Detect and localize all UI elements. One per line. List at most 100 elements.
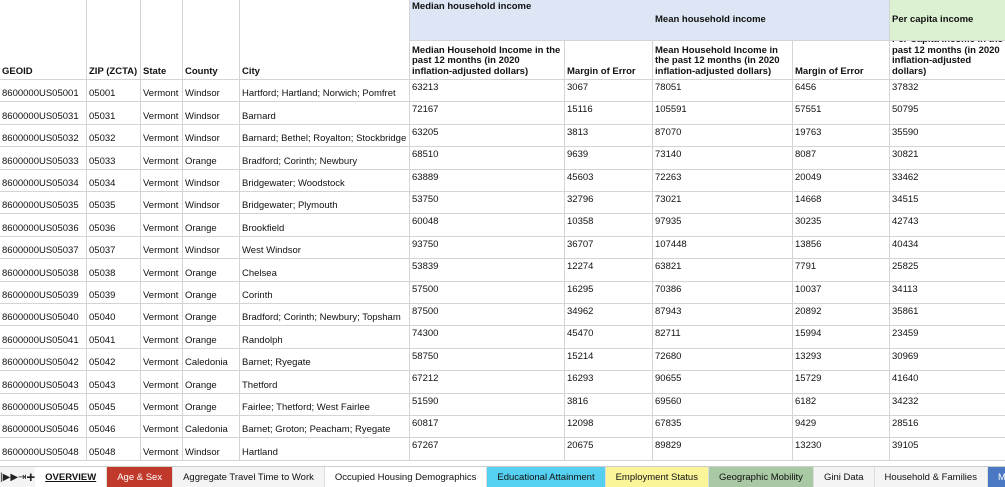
text-cell: Orange [183, 259, 240, 282]
text-cell: Windsor [183, 192, 240, 215]
number-cell: 68510 [410, 147, 565, 170]
text-cell: 8600000US05046 [0, 416, 87, 439]
sheet-tab[interactable]: Educational Attainment [487, 467, 606, 487]
column-header: Mean Household Income in the past 12 mon… [653, 41, 793, 80]
text-cell: Vermont [141, 80, 183, 103]
prev-sheet-button[interactable]: ▶ [2, 472, 11, 483]
number-cell: 105591 [653, 102, 793, 125]
number-cell: 36707 [565, 236, 653, 260]
number-cell: 93750 [410, 236, 565, 260]
number-cell: 34232 [890, 394, 1005, 416]
last-sheet-button[interactable]: ⇥ [18, 472, 27, 483]
sheet-tab[interactable]: Age & Sex [107, 467, 174, 487]
sheet-tab[interactable]: Employment Status [605, 467, 709, 487]
number-cell: 53839 [410, 259, 565, 282]
sheet-tab[interactable]: Gini Data [814, 467, 875, 487]
column-header: GEOID [0, 0, 87, 80]
number-cell: 89829 [653, 438, 793, 461]
text-cell: Windsor [183, 236, 240, 260]
text-cell: 05034 [87, 169, 141, 192]
number-cell: 58750 [410, 348, 565, 372]
number-cell: 23459 [890, 326, 1005, 349]
number-cell: 7791 [793, 259, 890, 282]
text-cell: 05042 [87, 348, 141, 372]
number-cell: 13293 [793, 348, 890, 372]
text-cell: Orange [183, 147, 240, 170]
sheet-tab[interactable]: Occupied Housing Demographics [324, 467, 488, 487]
text-cell: Hartford; Hartland; Norwich; Pomfret [240, 80, 410, 103]
add-sheet-button[interactable]: + [26, 469, 36, 486]
text-cell: 8600000US05039 [0, 281, 87, 304]
text-cell: West Windsor [240, 236, 410, 260]
column-header: ZIP (ZCTA) [87, 0, 141, 80]
number-cell: 25825 [890, 259, 1005, 282]
sheet-tab[interactable]: OVERVIEW [35, 467, 108, 487]
number-cell: 13230 [793, 438, 890, 461]
text-cell: Chelsea [240, 259, 410, 282]
sheet-tab[interactable]: Household & Families [875, 467, 988, 487]
text-cell: Vermont [141, 214, 183, 237]
sheet-tab[interactable]: Mean [987, 467, 1005, 487]
number-cell: 67267 [410, 438, 565, 461]
text-cell: 05037 [87, 236, 141, 260]
column-header: Margin of Error [565, 41, 653, 80]
number-cell: 72167 [410, 102, 565, 125]
number-cell: 9639 [565, 147, 653, 170]
number-cell: 30235 [793, 214, 890, 237]
text-cell: Vermont [141, 147, 183, 170]
column-header: Per Capita Income in the past 12 months … [890, 41, 1005, 80]
text-cell: 8600000US05034 [0, 169, 87, 192]
text-cell: 05038 [87, 259, 141, 282]
text-cell: 8600000US05048 [0, 438, 87, 461]
text-cell: Vermont [141, 438, 183, 461]
text-cell: 8600000US05033 [0, 147, 87, 170]
number-cell: 14668 [793, 192, 890, 215]
text-cell: Fairlee; Thetford; West Fairlee [240, 393, 410, 416]
text-cell: 05046 [87, 416, 141, 439]
text-cell: Bridgewater; Plymouth [240, 192, 410, 215]
number-cell: 39105 [890, 438, 1005, 461]
number-cell: 10358 [565, 214, 653, 237]
number-cell: 15729 [793, 371, 890, 394]
sheet-tab[interactable]: Geographic Mobility [708, 467, 814, 487]
sheet-tab[interactable]: Aggregate Travel Time to Work [173, 467, 325, 487]
text-cell: Corinth [240, 281, 410, 304]
text-cell: Orange [183, 304, 240, 327]
text-cell: Vermont [141, 259, 183, 282]
number-cell: 72263 [653, 169, 793, 192]
number-cell: 87943 [653, 304, 793, 327]
text-cell: 05040 [87, 304, 141, 327]
text-cell: 8600000US05045 [0, 393, 87, 416]
text-cell: 05032 [87, 124, 141, 148]
next-sheet-button[interactable]: ▶ [10, 472, 19, 483]
column-header: Margin of Error [793, 41, 890, 80]
number-cell: 41640 [890, 371, 1005, 394]
number-cell: 67835 [653, 416, 793, 439]
number-cell: 30969 [890, 349, 1005, 372]
number-cell: 20049 [793, 169, 890, 192]
number-cell: 57500 [410, 281, 565, 304]
number-cell: 28516 [890, 416, 1005, 439]
number-cell: 60817 [410, 416, 565, 439]
column-header: Median Household Income in the past 12 m… [410, 41, 565, 80]
text-cell: 8600000US05035 [0, 192, 87, 215]
text-cell: Caledonia [183, 416, 240, 439]
number-cell: 42743 [890, 214, 1005, 237]
group-header-band [890, 0, 1005, 41]
number-cell: 63821 [653, 259, 793, 282]
number-cell: 6182 [793, 393, 890, 416]
text-cell: 05039 [87, 281, 141, 304]
text-cell: Orange [183, 214, 240, 237]
text-cell: 8600000US05001 [0, 80, 87, 103]
text-cell: 8600000US05037 [0, 236, 87, 260]
number-cell: 72680 [653, 348, 793, 372]
number-cell: 34962 [565, 304, 653, 327]
number-cell: 3816 [565, 393, 653, 416]
number-cell: 20892 [793, 304, 890, 327]
text-cell: Vermont [141, 236, 183, 260]
number-cell: 107448 [653, 236, 793, 260]
first-sheet-button[interactable]: | [0, 472, 3, 483]
text-cell: Bradford; Corinth; Newbury; Topsham [240, 304, 410, 327]
text-cell: Vermont [141, 124, 183, 148]
text-cell: Windsor [183, 169, 240, 192]
